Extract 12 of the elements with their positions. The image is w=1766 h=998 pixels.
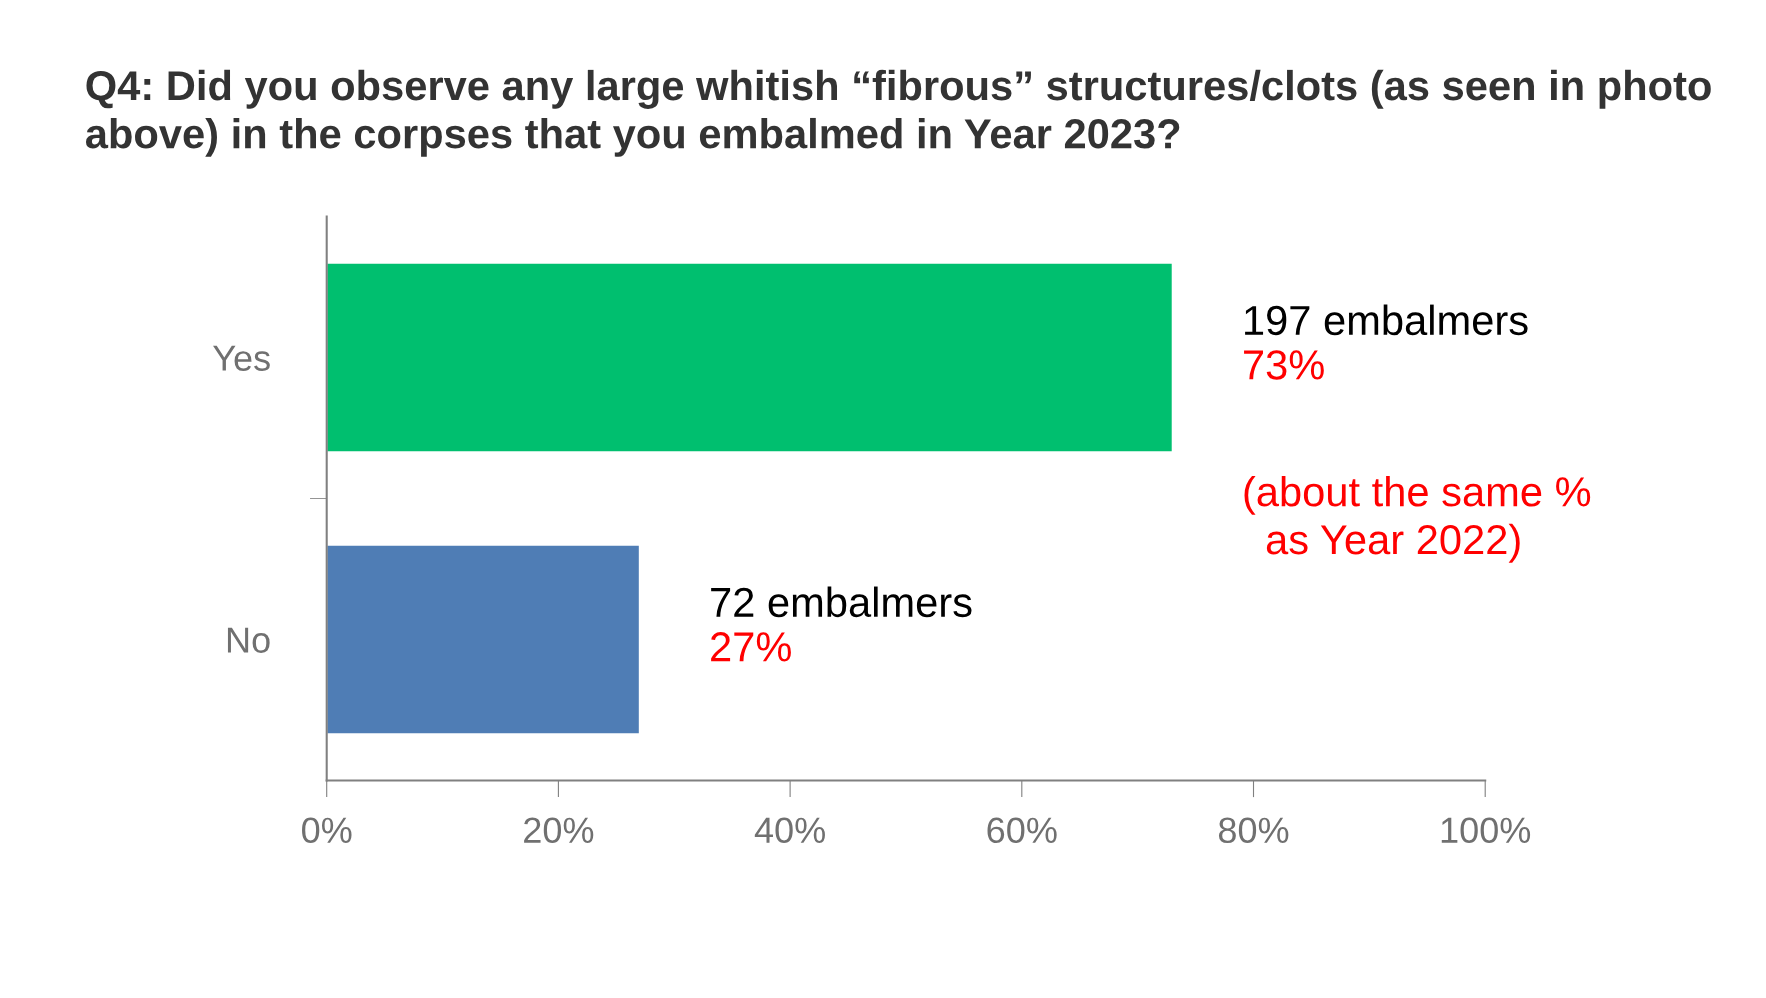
data-label: 197 embalmers 73% bbox=[1244, 304, 1528, 380]
x-tick-label: 60% bbox=[987, 817, 1057, 844]
x-tick-label: 40% bbox=[754, 817, 825, 844]
x-tick-label: 80% bbox=[1218, 817, 1289, 844]
chart-title: Q4: Did you observe any large whitish “fibrous” structures/clots (as seen in photo above) in the corpses that you embalmed in Year 2023? bbox=[85, 69, 1711, 157]
y-tick-label: Yes bbox=[213, 345, 270, 371]
annotation: (about the same % as Year 2022) bbox=[1244, 475, 1591, 563]
x-tick-label: 20% bbox=[524, 817, 594, 844]
x-tick-label: 100% bbox=[1441, 817, 1531, 844]
y-tick-label: No bbox=[227, 627, 270, 653]
x-tick-label: 0% bbox=[302, 817, 352, 844]
data-label: 72 embalmers 27% bbox=[711, 586, 972, 662]
